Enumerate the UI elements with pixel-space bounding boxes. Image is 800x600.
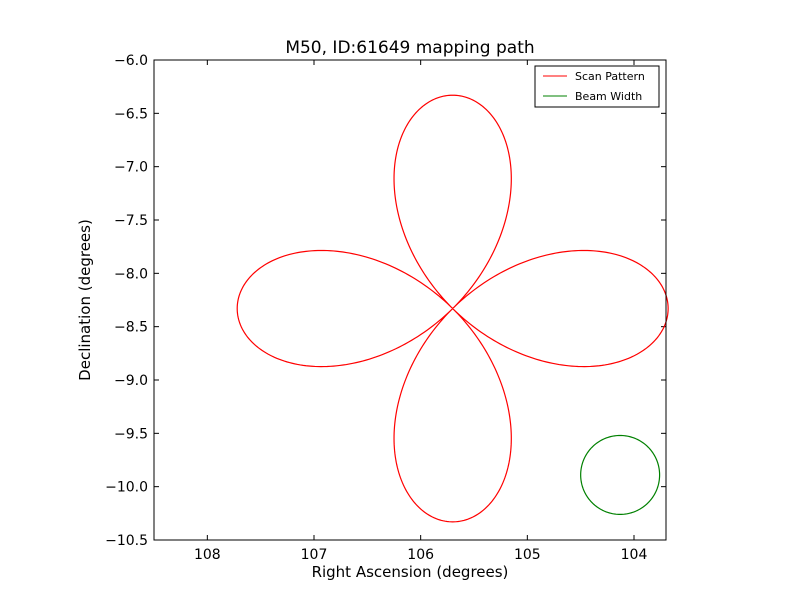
legend-box xyxy=(534,65,660,108)
y-tick-label: −8.0 xyxy=(114,266,148,282)
y-tick-label: −6.0 xyxy=(114,53,148,69)
y-tick-label: −8.5 xyxy=(114,320,148,336)
x-tick-label: 107 xyxy=(301,547,328,563)
axis-ticks: 108 107 106 105 104 −6.0 −6.5 −7.0 −7.5 −8.0 −8.5 −… xyxy=(105,53,666,563)
beam-width-circle xyxy=(580,434,661,516)
x-tick-label: 106 xyxy=(407,547,434,563)
legend-label-scan-pattern: Scan Pattern xyxy=(575,70,645,83)
x-tick-label: 105 xyxy=(514,547,541,563)
y-axis-title: Declination (degrees) xyxy=(76,219,94,381)
y-tick-label: −10.0 xyxy=(105,480,148,496)
y-tick-label: −9.5 xyxy=(114,426,148,442)
y-tick-label: −6.5 xyxy=(114,106,148,122)
scan-pattern-line xyxy=(236,94,669,523)
y-tick-label: −10.5 xyxy=(105,533,148,549)
plot-frame xyxy=(153,59,667,541)
y-tick-label: −7.5 xyxy=(114,213,148,229)
x-axis-title: Right Ascension (degrees) xyxy=(312,563,509,581)
legend: Scan Pattern Beam Width xyxy=(534,65,660,108)
legend-label-beam-width: Beam Width xyxy=(575,90,642,103)
y-tick-label: −7.0 xyxy=(114,160,148,176)
series-layer xyxy=(236,94,669,523)
x-tick-label: 104 xyxy=(621,547,648,563)
x-tick-label: 108 xyxy=(194,547,221,563)
chart-title: M50, ID:61649 mapping path xyxy=(285,38,534,58)
y-tick-label: −9.0 xyxy=(114,373,148,389)
